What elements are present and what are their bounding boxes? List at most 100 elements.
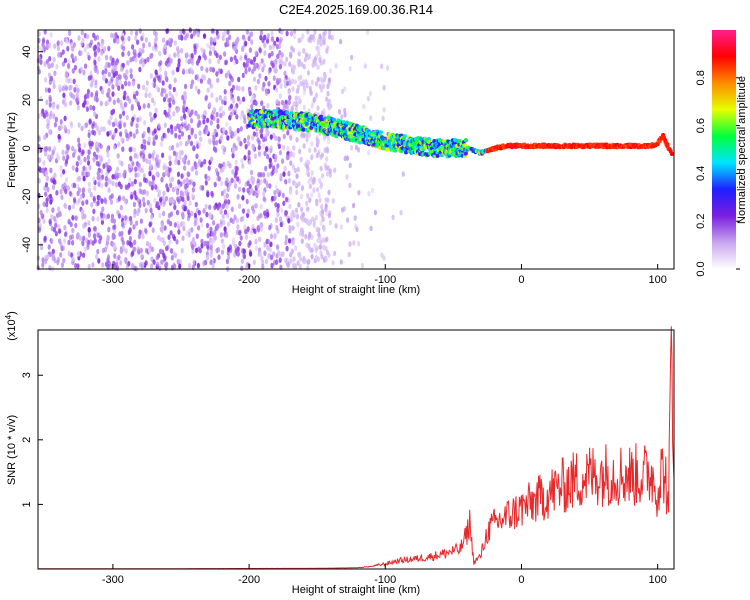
heatmap-cell	[80, 209, 84, 216]
heatmap-cell	[293, 28, 297, 35]
heatmap-cell	[325, 171, 330, 177]
heatmap-cell	[239, 216, 243, 223]
heatmap-cell	[318, 178, 322, 184]
heatmap-cell	[244, 54, 248, 61]
heatmap-cell	[46, 154, 51, 160]
heatmap-cell	[166, 112, 170, 118]
heatmap-cell	[68, 85, 72, 91]
heatmap-cell	[278, 63, 282, 70]
heatmap-cell	[79, 193, 83, 200]
heatmap-cell	[170, 176, 175, 182]
heatmap-cell	[252, 176, 256, 183]
heatmap-cell	[175, 209, 180, 216]
heatmap-cell	[254, 245, 259, 251]
heatmap-cell	[291, 47, 295, 53]
heatmap-cell	[243, 137, 247, 144]
heatmap-cell	[248, 240, 252, 246]
snr-y-label: SNR (10 * v/v)	[6, 415, 18, 485]
heatmap-cell	[39, 59, 43, 65]
heatmap-cell	[327, 80, 331, 86]
heatmap-cell	[164, 195, 169, 202]
heatmap-cell	[134, 166, 138, 172]
heatmap-cell	[243, 118, 247, 124]
heatmap-cell	[343, 107, 347, 114]
heatmap-cell	[52, 103, 56, 110]
heatmap-cell	[116, 209, 120, 216]
heatmap-cell	[50, 238, 54, 245]
heatmap-cell	[169, 230, 173, 236]
heatmap-cell	[273, 189, 277, 196]
heatmap-cell	[151, 246, 155, 253]
heatmap-cell	[227, 254, 231, 261]
heatmap-cell	[77, 155, 81, 161]
heatmap-cell	[100, 219, 104, 225]
heatmap-cell	[193, 220, 197, 227]
heatmap-cell	[102, 126, 106, 132]
heatmap-cell	[287, 170, 291, 177]
heatmap-cell	[46, 117, 50, 124]
heatmap-cell	[106, 152, 110, 158]
heatmap-cell	[224, 129, 228, 136]
heatmap-cell	[306, 193, 310, 199]
heatmap-cell	[144, 247, 149, 254]
heatmap-cell	[195, 170, 199, 176]
heatmap-cell	[273, 195, 277, 202]
heatmap-cell	[324, 203, 328, 209]
heatmap-cell	[657, 139, 662, 144]
heatmap-cell	[107, 260, 111, 267]
heatmap-cell	[92, 151, 97, 158]
heatmap-cell	[340, 114, 344, 120]
heatmap-cell	[98, 195, 102, 201]
heatmap-cell	[279, 83, 283, 89]
heatmap-cell	[111, 84, 115, 90]
heatmap-cell	[117, 85, 121, 91]
heatmap-cell	[274, 167, 278, 174]
heatmap-cell	[111, 232, 115, 239]
heatmap-cell	[223, 226, 227, 232]
heatmap-cell	[363, 63, 367, 69]
heatmap-cell	[233, 106, 238, 112]
heatmap-cell	[118, 172, 122, 179]
heatmap-cell	[92, 176, 96, 182]
heatmap-cell	[294, 95, 298, 102]
heatmap-cell	[105, 54, 109, 61]
heatmap-cell	[170, 264, 175, 271]
heatmap-cell	[142, 103, 146, 109]
heatmap-cell	[221, 203, 226, 209]
heatmap-cell	[191, 248, 195, 255]
heatmap-cell	[196, 262, 200, 269]
heatmap-cell	[138, 47, 142, 54]
heatmap-cell	[432, 139, 437, 143]
heatmap-cell	[271, 44, 275, 50]
heatmap-cell	[176, 48, 180, 55]
heatmap-cell	[104, 261, 109, 268]
heatmap-cell	[86, 33, 90, 40]
heatmap-cell	[348, 162, 352, 169]
heatmap-cell	[162, 210, 166, 217]
heatmap-cell	[150, 184, 154, 191]
heatmap-cell	[132, 224, 136, 230]
heatmap-cell	[166, 127, 171, 134]
heatmap-cell	[56, 259, 60, 266]
heatmap-cell	[299, 80, 303, 87]
heatmap-cell	[324, 256, 328, 263]
heatmap-cell	[91, 215, 95, 222]
heatmap-cell	[207, 165, 211, 171]
heatmap-cell	[341, 120, 346, 125]
heatmap-cell	[108, 195, 112, 201]
heatmap-cell	[253, 228, 257, 235]
heatmap-cell	[153, 100, 157, 107]
heatmap-cell	[181, 67, 186, 74]
heatmap-cell	[174, 91, 178, 97]
heatmap-cell	[142, 130, 146, 137]
heatmap-cell	[180, 131, 184, 137]
heatmap-cell	[295, 88, 300, 95]
heatmap-cell	[241, 72, 245, 79]
heatmap-cell	[58, 228, 62, 234]
heatmap-cell	[164, 170, 168, 176]
heatmap-cell	[111, 121, 116, 128]
heatmap-cell	[306, 265, 310, 271]
heatmap-cell	[322, 76, 326, 83]
heatmap-cell	[279, 221, 283, 228]
heatmap-cell	[220, 180, 224, 187]
